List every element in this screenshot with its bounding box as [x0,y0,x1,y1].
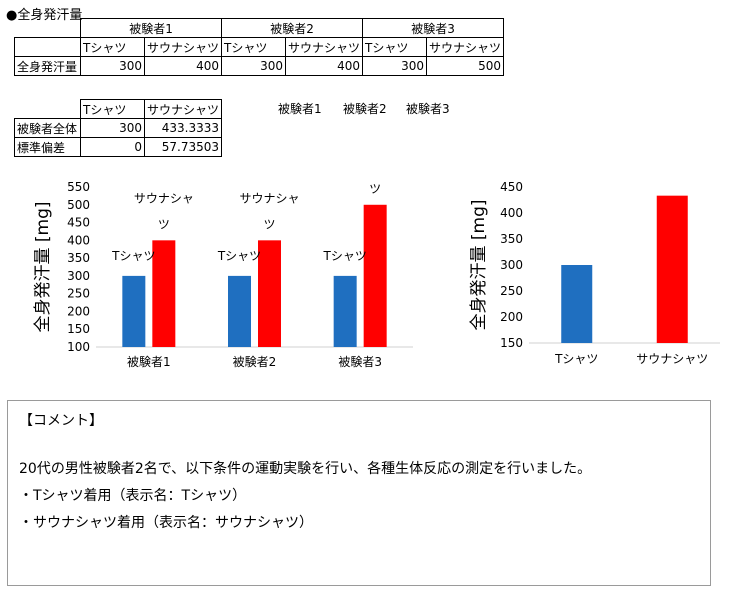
bar [122,275,146,347]
bar [333,275,357,347]
table-header-subject: 被験者2 [343,102,387,116]
table-cell: 300 [80,118,145,138]
table-cell: 300 [221,56,287,76]
y-tick-label: 150 [67,322,90,336]
comment-line: ・Tシャツ着用（表示名：Tシャツ） [19,488,247,504]
y-tick-label: 450 [67,216,90,230]
table-cell: 400 [285,56,364,76]
data-label: サウナシャ [134,191,194,205]
y-tick-label: 400 [67,233,90,247]
summary-table: Tシャツ サウナシャツ 被験者全体 300 433.3333 標準偏差 0 57… [14,99,223,157]
y-tick-label: 250 [67,287,90,301]
bar [363,204,387,347]
y-tick-label: 450 [500,180,523,194]
x-tick-label: Tシャツ [554,352,598,366]
table-header-condition: サウナシャツ [143,99,223,119]
comment-line: 20代の男性被験者2名で、以下条件の運動実験を行い、各種生体反応の測定を行いまし… [19,461,592,477]
table-cell: 0 [80,137,145,157]
y-tick-label: 500 [67,198,90,212]
table-header-condition: サウナシャツ [285,37,364,57]
table-header-subject: 被験者1 [278,102,322,116]
table-row-label: 全身発汗量 [14,56,81,76]
x-tick-label: 被験者3 [338,354,382,369]
data-label: ツ [263,217,275,231]
y-tick-label: 200 [67,304,90,318]
table-cell [14,37,81,57]
y-tick-label: 250 [500,284,523,298]
data-label: Tシャツ [111,249,155,263]
table-cell: 433.3333 [143,118,223,138]
table-row-label: 被験者全体 [14,118,81,138]
x-tick-label: サウナシャツ [636,352,708,366]
bar [258,240,281,347]
bar [228,275,251,347]
y-tick-label: 300 [500,258,523,272]
y-tick-label: 550 [67,180,90,194]
table-header-condition: Tシャツ [80,99,145,119]
data-label: Tシャツ [322,249,366,263]
average-bar-chart: 150 200 250 300 350 400 450 Tシャツ サウナシャツ 全身発汗量 [mg… [469,180,720,366]
x-tick-label: 被験者1 [127,354,171,369]
section-title: ●全身発汗量 [6,8,83,23]
table-cell: 400 [143,56,223,76]
y-tick-label: 100 [67,340,90,354]
table-header-subject: 被験者1 [79,18,223,38]
table-header-condition: Tシャツ [362,37,428,57]
table-cell: 57.73503 [143,137,223,157]
table-header-condition: Tシャツ [221,37,287,57]
sweat-data-table: 被験者1 被験者2 被験者3 Tシャツ サウナシャツ Tシャツ サウナシャツ T… [14,18,505,76]
table-header-subject: 被験者3 [362,18,505,38]
table-row-label: 標準偏差 [14,137,81,157]
data-label: ツ [369,182,381,196]
data-label: サウナシャ [239,191,299,205]
table-header-condition: Tシャツ [80,37,145,57]
y-tick-label: 300 [67,269,90,283]
comment-box: 【コメント】 20代の男性被験者2名で、以下条件の運動実験を行い、各種生体反応の… [7,400,711,586]
comment-heading: 【コメント】 [19,413,103,429]
table-header-condition: サウナシャツ [426,37,505,57]
table-cell: 500 [426,56,505,76]
y-tick-label: 350 [500,232,523,246]
data-label: Tシャツ [217,249,261,263]
subject-bar-chart: 100 150 200 250 300 350 400 450 500 550 被験者1 Tシャツ サウ… [33,180,413,369]
table-header-condition: サウナシャツ [143,37,223,57]
y-tick-label: 200 [500,310,523,324]
y-tick-label: 400 [500,206,523,220]
table-cell: 300 [80,56,145,76]
table-header-subject: 被験者3 [406,102,450,116]
y-tick-label: 150 [500,336,523,350]
x-tick-label: 被験者2 [233,354,277,369]
data-label: ツ [158,217,170,231]
y-axis-label: 全身発汗量 [mg] [469,199,489,330]
bar [656,195,688,343]
bar [561,265,593,343]
y-axis-label: 全身発汗量 [mg] [33,201,53,332]
y-tick-label: 350 [67,251,90,265]
table-cell: 300 [362,56,428,76]
bar [152,240,176,347]
table-header-subject: 被験者2 [221,18,364,38]
comment-line: ・サウナシャツ着用（表示名：サウナシャツ） [19,515,313,531]
